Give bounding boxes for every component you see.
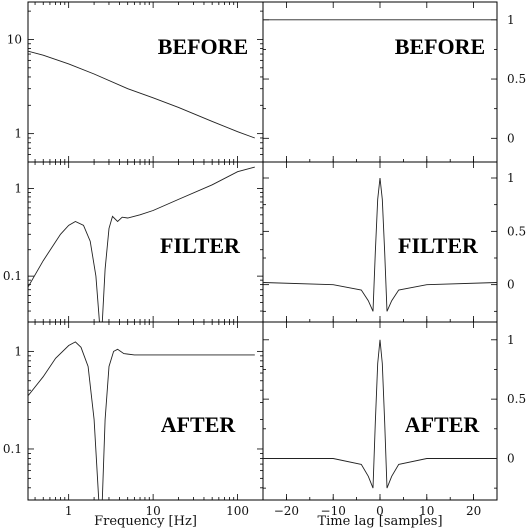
- y-tick-label: 0: [507, 131, 515, 145]
- y-tick-label: 0.1: [3, 269, 22, 283]
- series-line: [28, 166, 255, 322]
- panel-frame: [27, 321, 264, 501]
- panel-label: FILTER: [398, 233, 479, 258]
- x-axis-title: Time lag [samples]: [317, 514, 442, 528]
- x-tick-label: 10: [145, 504, 160, 518]
- panel-label: AFTER: [405, 412, 481, 437]
- panel-label: FILTER: [160, 233, 241, 258]
- y-tick-label: 0.5: [507, 392, 526, 406]
- panel-label: AFTER: [161, 412, 237, 437]
- x-tick-label: 0: [376, 504, 384, 518]
- panel-frame: [262, 321, 498, 501]
- y-tick-label: 1: [14, 344, 22, 358]
- y-tick-label: 0.5: [507, 72, 526, 86]
- y-tick-label: 0: [507, 451, 515, 465]
- panel-left-top: 1 10 BEFORE: [7, 1, 264, 163]
- y-tick-label: 0.5: [507, 224, 526, 238]
- panel-left-bottom: 0.1 1 1 10 100 Frequency [Hz] AFTER: [3, 321, 264, 528]
- panel-label: BEFORE: [395, 34, 485, 59]
- y-tick-label: 10: [7, 32, 22, 46]
- panel-frame: [262, 1, 498, 163]
- panel-label: BEFORE: [158, 34, 248, 59]
- x-tick-label: 1: [65, 504, 73, 518]
- x-tick-label: 20: [466, 504, 481, 518]
- y-tick-label: 1: [507, 171, 515, 185]
- panel-right-bottom: 0 0.5 1 −20 −10 0 10 20 Time lag [samples] AFTER: [262, 321, 526, 528]
- y-tick-label: 1: [507, 333, 515, 347]
- x-tick-label: 10: [419, 504, 434, 518]
- x-tick-label: −10: [321, 504, 346, 518]
- series-line: [263, 339, 497, 489]
- series-line: [28, 341, 255, 500]
- panel-left-middle: 0.1 1 FILTER: [3, 161, 264, 323]
- panel-right-middle: 0 0.5 1 FILTER: [262, 161, 526, 323]
- y-tick-label: 1: [507, 13, 515, 27]
- y-tick-label: 1: [14, 181, 22, 195]
- y-tick-label: 0: [507, 278, 515, 292]
- series-line: [28, 50, 255, 139]
- series-line: [263, 177, 497, 312]
- x-tick-label: −20: [274, 504, 299, 518]
- panel-right-top: 0 0.5 1 BEFORE: [262, 1, 526, 163]
- x-axis-title: Frequency [Hz]: [94, 514, 197, 528]
- x-tick-label: 100: [226, 504, 249, 518]
- panel-frame: [27, 1, 264, 163]
- y-tick-label: 0.1: [3, 442, 22, 456]
- y-tick-label: 1: [14, 127, 22, 141]
